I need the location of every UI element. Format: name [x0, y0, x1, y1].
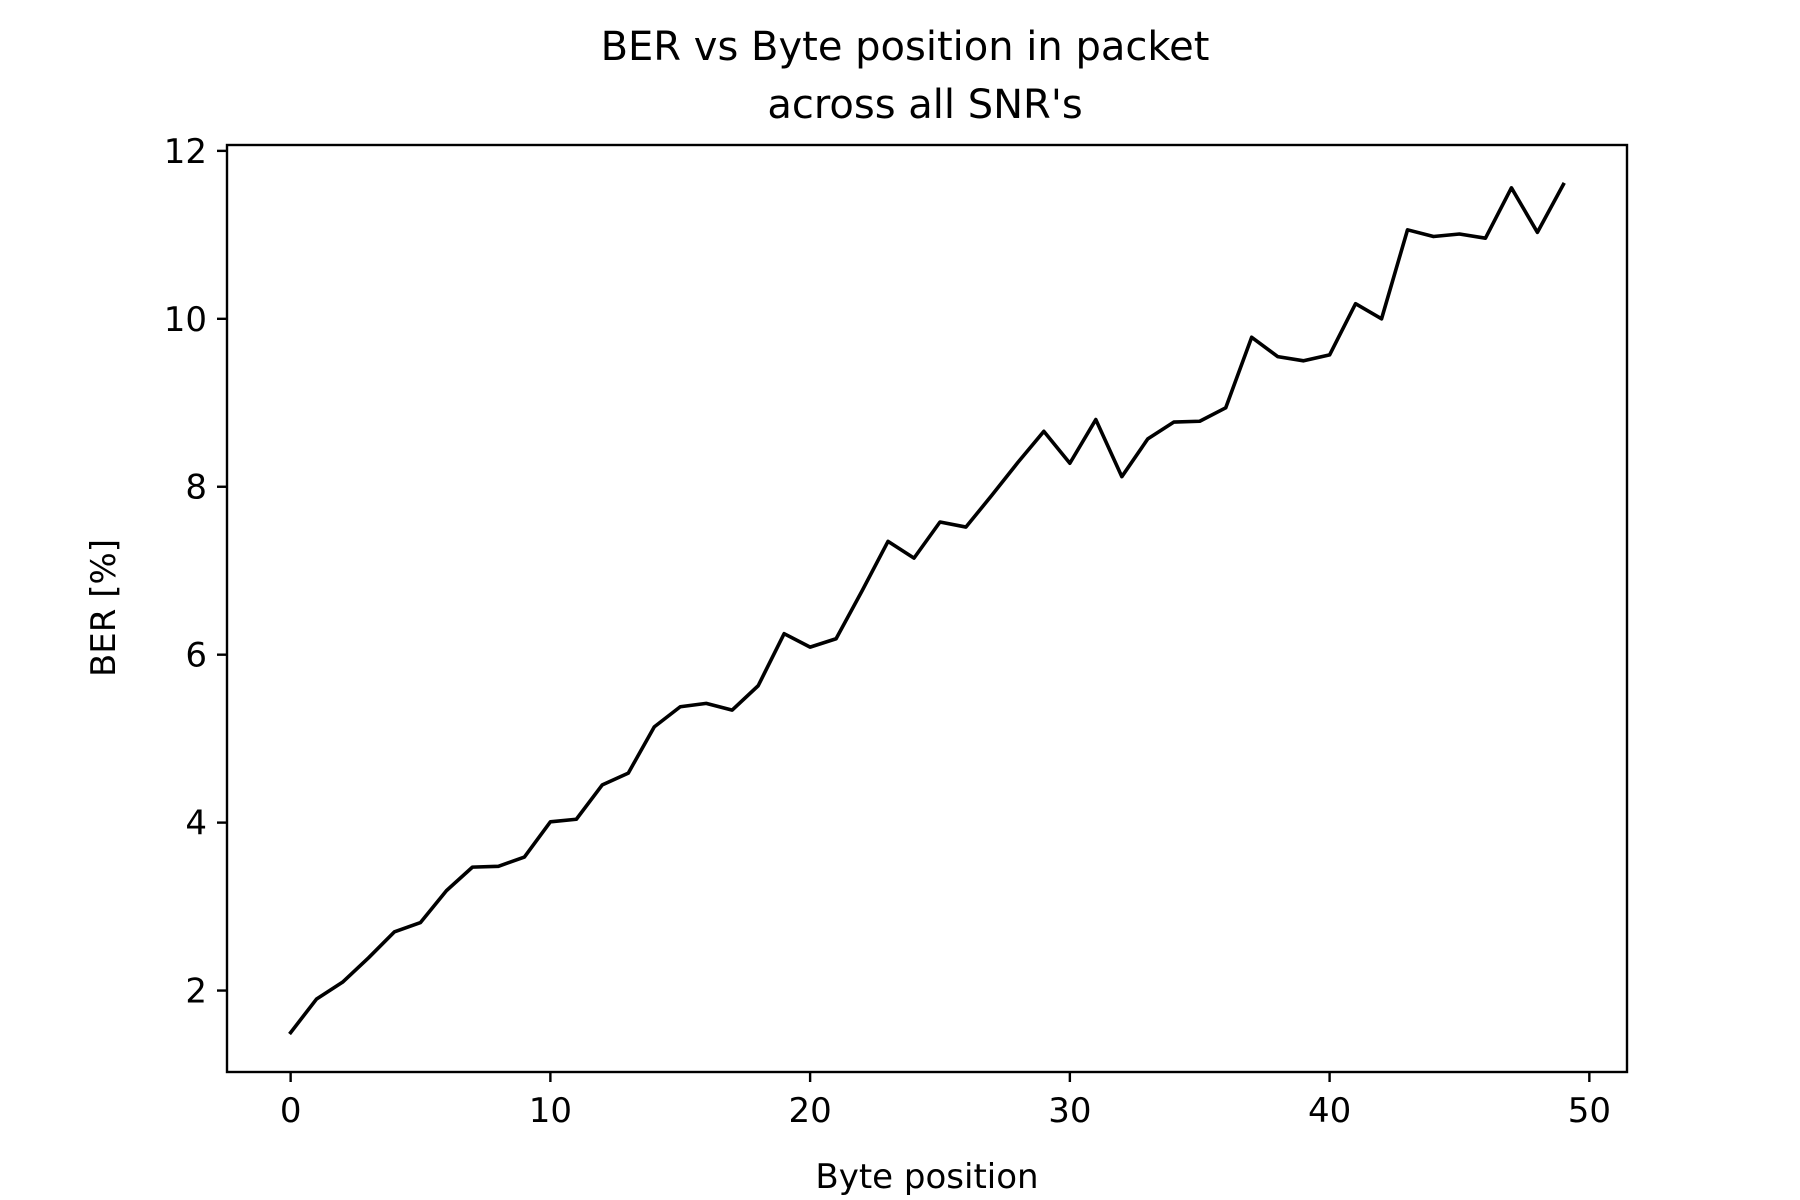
y-tick-label: 4: [185, 804, 207, 844]
series-layer: [288, 182, 1566, 1036]
x-tick-label: 40: [1308, 1091, 1351, 1131]
x-tick-label: 30: [1048, 1091, 1091, 1131]
x-tick-label: 0: [280, 1091, 302, 1131]
chart-title-line-1: BER vs Byte position in packet: [601, 24, 1210, 70]
y-tick-label: 12: [164, 132, 207, 172]
y-tick-label: 10: [164, 300, 207, 340]
x-tick-label: 20: [788, 1091, 831, 1131]
x-axis-ticks: 0 10 20 30 40 50: [280, 1072, 1611, 1131]
x-axis-label: Byte position: [815, 1157, 1038, 1197]
plot-area: 0 10 20 30 40 50 2 4 6 8 10 12: [164, 132, 1629, 1131]
y-tick-label: 2: [185, 972, 207, 1012]
ber-series-line: [288, 182, 1566, 1036]
y-axis-ticks: 2 4 6 8 10 12: [164, 132, 227, 1012]
chart-title-line-2: across all SNR's: [767, 82, 1082, 128]
x-tick-label: 10: [529, 1091, 572, 1131]
y-axis-label: BER [%]: [84, 539, 124, 677]
axes-frame: [225, 143, 1629, 1074]
x-tick-label: 50: [1568, 1091, 1611, 1131]
y-tick-label: 6: [185, 636, 207, 676]
y-tick-label: 8: [185, 468, 207, 508]
